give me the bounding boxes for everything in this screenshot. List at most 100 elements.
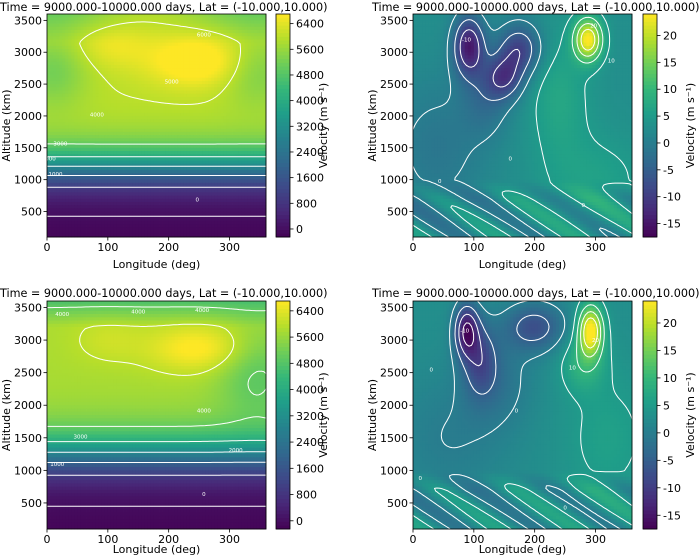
field-cell xyxy=(123,74,127,79)
field-cell xyxy=(110,100,115,104)
field-cell xyxy=(199,106,203,110)
field-cell xyxy=(247,150,252,155)
field-cell xyxy=(129,115,133,120)
field-cell xyxy=(147,176,151,181)
field-cell xyxy=(53,170,57,174)
field-cell xyxy=(217,109,221,114)
field-cell xyxy=(223,208,227,212)
field-cell xyxy=(135,119,139,123)
field-cell xyxy=(71,189,75,193)
field-cell xyxy=(47,125,51,130)
field-cell xyxy=(107,71,112,75)
field-cell xyxy=(47,138,51,142)
field-cell xyxy=(202,141,206,146)
field-cell xyxy=(180,64,185,69)
field-cell xyxy=(59,211,63,216)
field-cell xyxy=(107,176,112,181)
field-cell xyxy=(250,166,255,171)
field-cell xyxy=(92,208,97,212)
field-cell xyxy=(156,58,160,63)
field-cell xyxy=(259,227,264,232)
field-cell xyxy=(193,20,197,24)
field-cell xyxy=(80,119,84,123)
field-cell xyxy=(141,52,145,56)
field-cell xyxy=(92,112,97,117)
field-cell xyxy=(116,68,121,72)
field-cell xyxy=(141,147,145,152)
field-cell xyxy=(144,80,148,85)
field-cell xyxy=(135,68,139,72)
field-cell xyxy=(193,186,197,190)
field-cell xyxy=(74,39,78,44)
field-cell xyxy=(135,115,139,120)
field-cell xyxy=(259,208,264,212)
field-cell xyxy=(189,68,194,72)
field-cell xyxy=(83,150,87,155)
field-cell xyxy=(180,176,185,181)
field-cell xyxy=(189,26,194,31)
field-cell xyxy=(159,61,163,66)
field-cell xyxy=(138,45,142,50)
field-cell xyxy=(214,182,218,187)
field-cell xyxy=(83,205,87,209)
field-cell xyxy=(253,87,258,91)
field-cell xyxy=(47,221,51,225)
field-cell xyxy=(202,224,206,228)
field-cell xyxy=(214,93,218,98)
field-cell xyxy=(165,217,170,222)
field-cell xyxy=(174,103,179,107)
field-cell xyxy=(159,135,163,139)
field-cell xyxy=(101,23,106,28)
field-cell xyxy=(126,90,130,95)
field-cell xyxy=(129,170,133,174)
field-cell xyxy=(141,205,145,209)
field-cell xyxy=(135,189,139,193)
field-cell xyxy=(104,192,109,196)
field-cell xyxy=(50,144,54,149)
field-cell xyxy=(241,211,246,216)
field-cell xyxy=(107,170,112,174)
field-cell xyxy=(71,128,75,133)
field-cell xyxy=(129,201,133,206)
field-cell xyxy=(226,176,230,181)
field-cell xyxy=(165,163,170,168)
field-cell xyxy=(159,33,163,37)
field-cell xyxy=(165,160,170,165)
field-cell xyxy=(238,112,243,117)
field-cell xyxy=(259,192,264,196)
field-cell xyxy=(186,103,191,107)
field-cell xyxy=(80,179,84,184)
field-cell xyxy=(162,64,167,69)
field-cell xyxy=(147,96,151,101)
field-cell xyxy=(235,195,240,200)
field-cell xyxy=(71,205,75,209)
field-cell xyxy=(162,96,167,101)
field-cell xyxy=(177,176,182,181)
field-cell xyxy=(132,211,136,216)
field-cell xyxy=(59,112,63,117)
field-cell xyxy=(153,205,157,209)
field-cell xyxy=(208,182,212,187)
field-cell xyxy=(208,33,212,37)
field-cell xyxy=(92,182,97,187)
field-cell xyxy=(259,96,264,101)
field-cell xyxy=(107,182,112,187)
field-cell xyxy=(168,119,173,123)
field-cell xyxy=(83,26,87,31)
field-cell xyxy=(65,39,69,44)
field-cell xyxy=(202,20,206,24)
field-cell xyxy=(235,208,240,212)
field-cell xyxy=(53,90,57,95)
field-cell xyxy=(226,160,230,165)
field-cell xyxy=(65,147,69,152)
field-cell xyxy=(211,52,215,56)
field-cell xyxy=(80,160,84,165)
field-cell xyxy=(153,192,157,196)
field-cell xyxy=(89,208,94,212)
field-cell xyxy=(174,71,179,75)
field-cell xyxy=(92,230,97,235)
field-cell xyxy=(144,122,148,126)
field-cell xyxy=(53,68,57,72)
field-cell xyxy=(132,208,136,212)
field-cell xyxy=(220,128,224,133)
